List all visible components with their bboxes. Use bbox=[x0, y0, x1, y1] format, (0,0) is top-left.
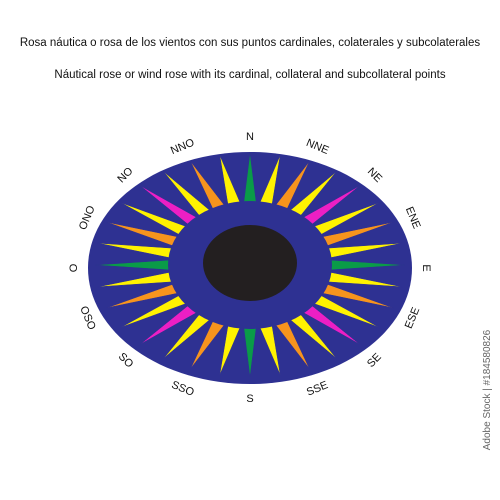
point-label: E bbox=[420, 264, 432, 271]
rose-center bbox=[203, 225, 297, 301]
point-label: S bbox=[246, 393, 253, 405]
point-label: O bbox=[68, 263, 80, 272]
title-es: Rosa náutica o rosa de los vientos con s… bbox=[20, 37, 481, 49]
title-en: Náutical rose or wind rose with its card… bbox=[54, 69, 445, 81]
spikes bbox=[94, 152, 406, 378]
point-label: N bbox=[246, 131, 254, 143]
watermark: Adobe Stock | #184580826 bbox=[482, 329, 493, 450]
